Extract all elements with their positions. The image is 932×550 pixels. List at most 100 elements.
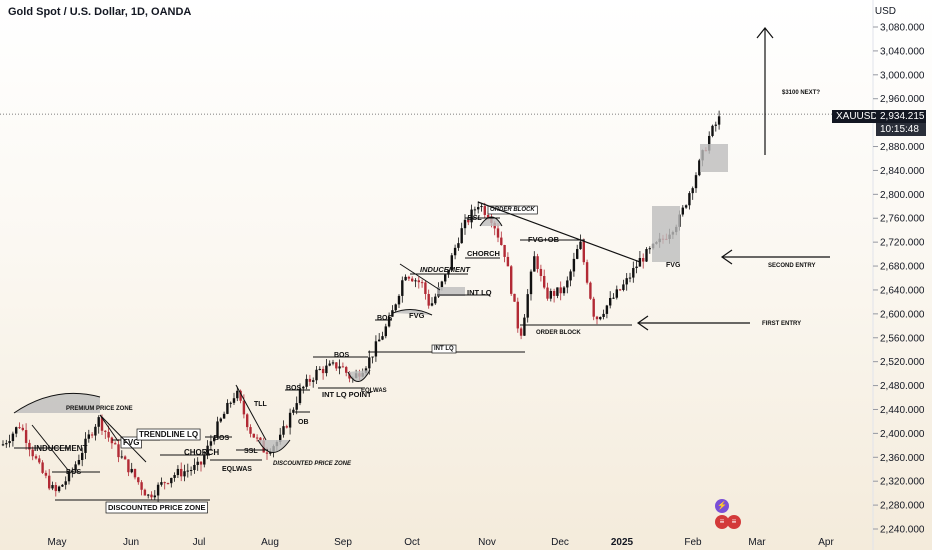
annotation-label: BOS [286,385,302,392]
candle-body [331,362,335,364]
candle-body [173,475,176,478]
y-tick-label: 2,960.000 [880,94,925,105]
candle-body [632,268,635,278]
price-axis[interactable]: 3,080.0003,040.0003,000.0002,960.0002,92… [872,0,925,550]
candle-body [552,291,556,296]
candle-body [203,455,206,465]
candle-body [381,336,384,340]
candle-body [18,427,21,429]
candle-body [209,441,213,446]
candle-body [536,256,539,269]
annotation-label: SSL [244,448,258,455]
candle-body [566,280,569,288]
time-axis[interactable]: May Jun Jul Aug Sep Oct Nov Dec 2025 Feb Mar Apr [48,537,835,548]
symbol-tag: XAUUSD [832,110,882,123]
annotation-label: DISCOUNTED PRICE ZONE [273,461,352,467]
candle-body [526,294,529,318]
flag-event-icon-2[interactable]: ≡ [727,515,741,529]
candle-body [519,328,523,336]
candle-body [21,427,24,431]
annotation-label: INT LQ [467,288,492,297]
candle-body [61,484,64,487]
candle-body [698,160,701,176]
candle-body [321,368,325,374]
annotation-label: INT LQ [434,346,454,352]
x-tick-label: Mar [748,537,766,548]
candle-body [239,390,242,401]
candle-body [308,378,312,382]
annotation-line [99,414,147,463]
eql-zone-shade [348,370,370,382]
candle-body [496,228,500,238]
annotation-box [120,436,142,449]
candle-body [434,296,437,304]
candle-body [325,365,328,374]
flag-event-icon[interactable]: ≡ [715,515,729,529]
candle-body [582,241,585,263]
candle-body [569,271,572,281]
candle-body [341,366,345,368]
x-tick-label: Dec [551,537,569,548]
candle-body [133,468,137,478]
annotation-box [136,428,201,441]
y-tick-label: 2,360.000 [880,453,925,464]
candle-body [513,293,516,302]
annotation-label: INDUCEMENT [420,265,471,274]
candle-body [562,287,566,294]
candle-body [457,243,460,248]
y-tick-label: 2,440.000 [880,405,925,416]
candle-body [127,459,130,473]
annotation-box [105,501,208,514]
candle-body [87,434,90,439]
candle-body [503,245,506,257]
candle-body [615,289,618,298]
discount-arc [257,439,291,453]
candle-body [404,276,407,281]
candle-body [417,280,420,283]
candle-body [64,481,67,485]
y-tick-label: 2,240.000 [880,525,925,536]
candle-body [374,341,378,357]
x-tick-label: May [48,537,67,548]
x-tick-label: Oct [404,537,420,548]
candle-body [242,400,246,415]
y-tick-label: 2,280.000 [880,501,925,512]
candle-body [500,237,503,246]
candle-body [279,434,282,442]
candle-body [117,444,120,458]
x-tick-label: Jun [123,537,139,548]
lightning-icon[interactable]: ⚡ [715,499,729,513]
candle-body [424,282,427,295]
candle-body [97,417,100,427]
annotation-label: BOS [214,435,230,442]
candle-body [506,256,510,267]
x-tick-label: 2025 [611,537,634,548]
y-tick-label: 2,720.000 [880,238,925,249]
candle-body [189,470,193,472]
annotation-label: INDUCEMENT [34,444,87,453]
y-tick-label: 2,840.000 [880,166,925,177]
candlesticks [1,110,721,503]
candle-body [288,412,292,428]
candle-body [285,426,288,428]
y-tick-label: 2,680.000 [880,262,925,273]
candle-body [589,282,592,299]
candle-body [206,445,209,456]
candle-body [90,434,94,436]
candle-body [213,437,216,442]
new-ob-shade [700,144,728,172]
candle-body [625,278,628,285]
candle-body [246,414,249,428]
y-tick-label: 2,480.000 [880,381,925,392]
candle-body [226,402,229,414]
candle-body [24,430,28,443]
candle-body [236,390,239,399]
candle-body [104,430,107,432]
y-tick-label: 3,080.000 [880,23,925,34]
candle-body [523,317,526,336]
candle-body [255,437,259,439]
candle-body [681,207,684,215]
candle-body [305,378,308,387]
countdown-tag: 10:15:48 [876,123,926,136]
